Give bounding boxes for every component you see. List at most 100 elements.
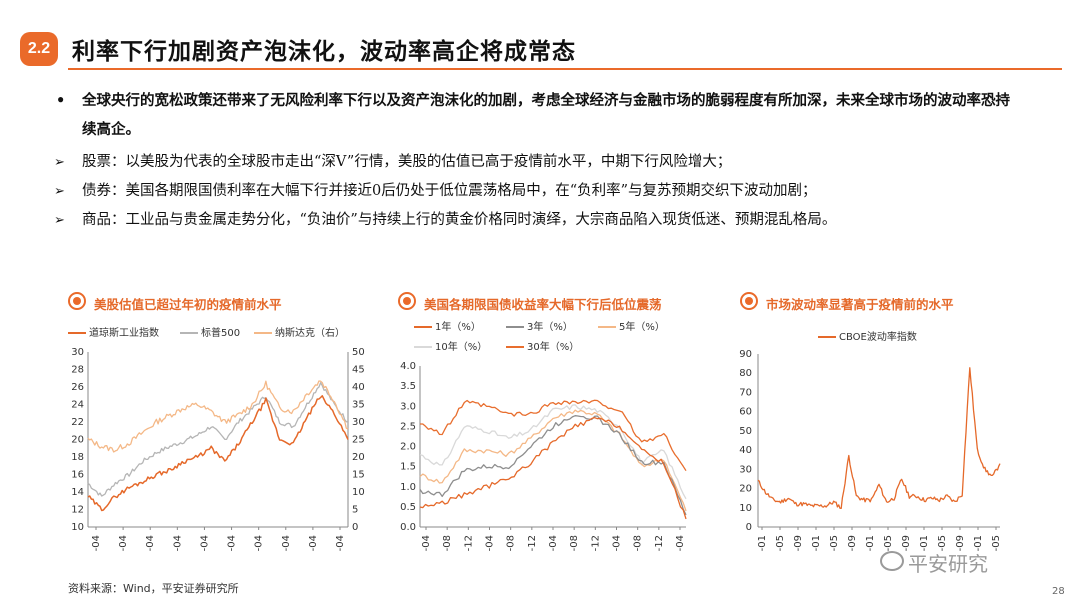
y-tick-label: 12: [71, 505, 84, 516]
x-tick-label: 17-09: [847, 535, 858, 551]
legend-vix: CBOE波动率指数: [839, 330, 917, 343]
y-tick-label: 16: [71, 470, 84, 481]
arrow-right-icon: ➢: [54, 155, 65, 170]
y-tick-label: 2.0: [400, 442, 416, 453]
y-tick-label: 0.0: [400, 522, 416, 533]
x-tick-label: 17-04: [254, 535, 265, 551]
y-tick-label: 30: [71, 347, 84, 358]
y2-tick-label: 30: [352, 417, 365, 428]
y-tick-label: 90: [739, 349, 752, 360]
x-tick-label: 20-01: [973, 535, 984, 551]
x-tick-label: 20-05: [991, 535, 1002, 551]
y2-tick-label: 50: [352, 347, 365, 358]
chart-panel-treasury-yields: 美国各期限国债收益率大幅下行后低位震荡 1年（%） 3年（%） 5年（%） 10年（%…: [398, 290, 728, 551]
x-tick-label: 20-04: [335, 535, 346, 551]
series-line-3y: [419, 415, 687, 516]
x-tick-label: 15-04: [199, 535, 210, 551]
target-icon: [398, 292, 416, 310]
x-tick-label: 18-05: [883, 535, 894, 551]
sub-bullet-commodities: ➢ 商品：工业品与贵金属走势分化，“负油价”与持续上行的黄金价格同时演绎，大宗商…: [52, 206, 1012, 235]
series-line-vix: [757, 367, 1001, 510]
series-line-nasdaq: [87, 380, 349, 453]
x-tick-label: 14-04: [172, 535, 183, 551]
y-tick-label: 1.5: [400, 462, 416, 473]
wechat-icon: [880, 551, 904, 571]
series-line-1y: [419, 416, 687, 520]
y2-tick-label: 45: [352, 365, 365, 376]
x-tick-label: 17-12: [527, 535, 538, 551]
y-tick-label: 14: [71, 487, 84, 498]
y-tick-label: 24: [71, 400, 84, 411]
y-tick-label: 10: [739, 503, 752, 514]
target-icon: [740, 292, 758, 310]
x-tick-label: 17-04: [485, 535, 496, 551]
x-tick-label: 16-09: [793, 535, 804, 551]
main-bullet-text: 全球央行的宽松政策还带来了无风险利率下行以及资产泡沫化的加剧，考虑全球经济与金融…: [82, 92, 1010, 138]
legend-3y: 3年（%）: [527, 320, 573, 333]
x-tick-label: 16-04: [421, 535, 432, 551]
y-tick-label: 0: [746, 522, 752, 533]
y-tick-label: 3.0: [400, 401, 416, 412]
sub-bullet-bonds: ➢ 债券：美国各期限国债利率在大幅下行并接近0后仍处于低位震荡格局中，在“负利率…: [52, 177, 1012, 206]
y-tick-label: 70: [739, 387, 752, 398]
x-tick-label: 19-05: [937, 535, 948, 551]
treasury-yield-chart: 1年（%） 3年（%） 5年（%） 10年（%） 30年（%） 0.0 0.5 1.0 1.5 2…: [400, 320, 687, 551]
x-tick-label: 17-05: [829, 535, 840, 551]
x-tick-label: 17-01: [811, 535, 822, 551]
section-badge: 2.2: [20, 32, 58, 66]
x-tick-label: 19-01: [919, 535, 930, 551]
x-tick-label: 16-01: [757, 535, 768, 551]
y-tick-label: 28: [71, 365, 84, 376]
stock-valuation-chart: 道琼斯工业指数 标普500 纳斯达克（右） 10 12 14 16 18 20 22 24 26 28 3…: [68, 326, 365, 551]
chart-panel-volatility: 市场波动率显著高于疫情前的水平 CBOE波动率指数 0 10 20 30 40 50 60 70…: [739, 290, 1070, 551]
y-tick-label: 2.5: [400, 421, 416, 432]
y-tick-label: 0.5: [400, 502, 416, 513]
slide-header: 2.2 利率下行加剧资产泡沫化，波动率高企将成常态: [20, 30, 1062, 70]
y2-tick-label: 0: [352, 522, 358, 533]
y-tick-label: 4.0: [400, 361, 416, 372]
series-line-sp500: [87, 382, 349, 497]
legend-10y: 10年（%）: [435, 340, 487, 353]
x-tick-label: 18-01: [865, 535, 876, 551]
y2-tick-label: 5: [352, 505, 358, 516]
x-tick-label: 13-04: [145, 535, 156, 551]
arrow-right-icon: ➢: [54, 184, 65, 199]
chart-panel-stock-valuation: 美股估值已超过年初的疫情前水平 道琼斯工业指数 标普500 纳斯达克（右） 10 12 1…: [68, 290, 398, 551]
y-tick-label: 18: [71, 452, 84, 463]
chart-title: 美国各期限国债收益率大幅下行后低位震荡: [424, 297, 662, 312]
x-tick-label: 18-09: [901, 535, 912, 551]
x-tick-label: 16-05: [775, 535, 786, 551]
y-tick-label: 10: [71, 522, 84, 533]
x-tick-label: 12-04: [118, 535, 129, 551]
legend-sp500: 标普500: [201, 326, 240, 339]
x-tick-label: 17-08: [506, 535, 517, 551]
series-line-dow: [87, 395, 349, 512]
chart-title: 美股估值已超过年初的疫情前水平: [94, 297, 282, 312]
y-tick-label: 20: [739, 484, 752, 495]
y2-tick-label: 20: [352, 452, 365, 463]
x-tick-label: 20-04: [675, 535, 686, 551]
legend-5y: 5年（%）: [619, 320, 665, 333]
page-number: 28: [1052, 586, 1065, 597]
bullet-list: • 全球央行的宽松政策还带来了无风险利率下行以及资产泡沫化的加剧，考虑全球经济与…: [52, 86, 1012, 235]
series-line-30y: [420, 399, 687, 472]
legend-nasdaq: 纳斯达克（右）: [275, 326, 345, 339]
y2-tick-label: 25: [352, 435, 365, 446]
source-note: 资料来源：Wind，平安证券研究所: [68, 582, 239, 595]
x-tick-label: 19-04: [308, 535, 319, 551]
x-tick-label: 11-04: [91, 535, 102, 551]
y-tick-label: 26: [71, 382, 84, 393]
x-tick-label: 16-08: [442, 535, 453, 551]
x-tick-label: 16-12: [463, 535, 474, 551]
slide-title: 利率下行加剧资产泡沫化，波动率高企将成常态: [72, 38, 576, 65]
main-bullet: • 全球央行的宽松政策还带来了无风险利率下行以及资产泡沫化的加剧，考虑全球经济与…: [52, 86, 1012, 144]
x-tick-label: 19-04: [612, 535, 623, 551]
series-line-5y: [419, 409, 687, 512]
sub-bullet-text: 债券：美国各期限国债利率在大幅下行并接近0后仍处于低位震荡格局中，在“负利率”与…: [82, 183, 817, 199]
x-tick-label: 18-08: [569, 535, 580, 551]
legend-dow: 道琼斯工业指数: [89, 326, 159, 339]
y-tick-label: 60: [739, 407, 752, 418]
x-tick-label: 16-04: [227, 535, 238, 551]
y-tick-label: 3.5: [400, 381, 416, 392]
y-tick-label: 20: [71, 435, 84, 446]
